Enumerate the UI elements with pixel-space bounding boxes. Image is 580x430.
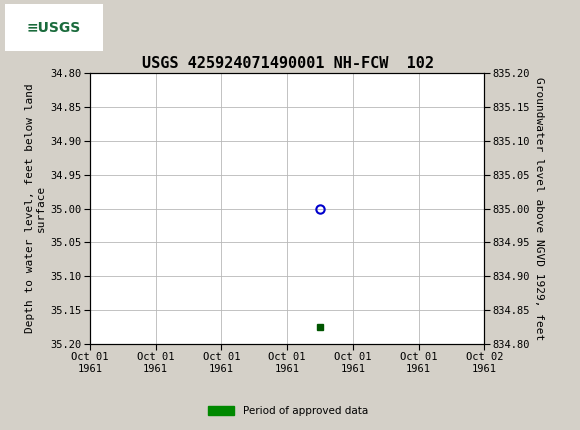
Y-axis label: Depth to water level, feet below land
surface: Depth to water level, feet below land su… [24, 84, 46, 333]
Text: ≡USGS: ≡USGS [27, 21, 81, 35]
Legend: Period of approved data: Period of approved data [204, 402, 372, 421]
Text: USGS 425924071490001 NH-FCW  102: USGS 425924071490001 NH-FCW 102 [142, 56, 434, 71]
Y-axis label: Groundwater level above NGVD 1929, feet: Groundwater level above NGVD 1929, feet [534, 77, 544, 340]
FancyBboxPatch shape [5, 4, 103, 52]
